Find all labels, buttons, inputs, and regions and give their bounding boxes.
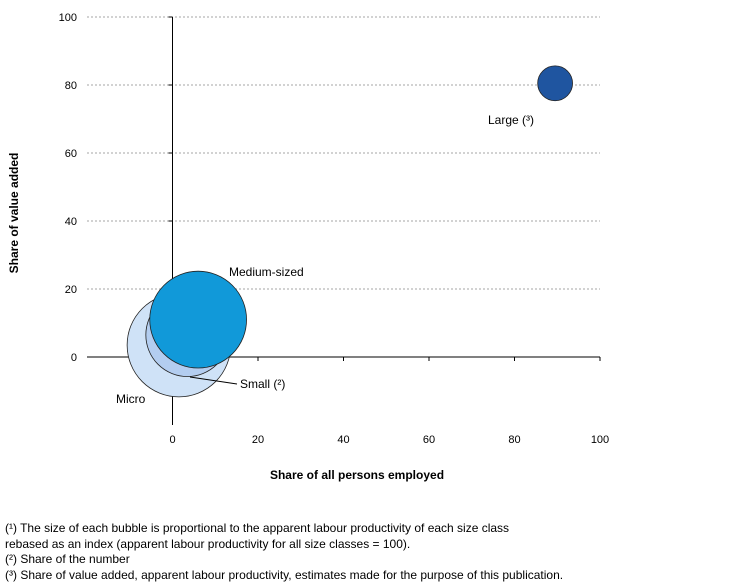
y-tick-label-100: 100	[59, 12, 77, 24]
label-medium-sized: Medium-sized	[229, 265, 304, 279]
gridlines	[87, 16, 600, 290]
x-tick-label-100: 100	[591, 434, 609, 446]
footnote-1a: (¹) The size of each bubble is proportio…	[5, 521, 510, 535]
x-tick-label-20: 20	[252, 434, 264, 446]
label-small: Small (²)	[240, 377, 285, 391]
x-axis-title: Share of all persons employed	[270, 468, 444, 482]
y-tick-label-20: 20	[65, 284, 77, 296]
label-micro: Micro	[116, 392, 146, 406]
bubbles	[126, 65, 573, 398]
footnote-1b: rebased as an index (apparent labour pro…	[5, 536, 411, 551]
y-tick-label-0: 0	[71, 352, 77, 364]
x-tick-label-0: 0	[169, 434, 175, 446]
bubble-medium-sized	[149, 270, 247, 369]
y-axis-title: Share of value added	[7, 153, 21, 274]
footnotes: (¹) The size of each bubble is proportio…	[5, 521, 740, 583]
footnote-2: (²) Share of the number	[5, 552, 130, 566]
bubble-large	[537, 65, 573, 102]
x-tick-label-80: 80	[508, 434, 520, 446]
y-tick-label-60: 60	[65, 148, 77, 160]
small-leader-line	[189, 376, 238, 385]
label-large: Large (³)	[488, 113, 534, 127]
y-tick-label-80: 80	[65, 80, 77, 92]
footnote-3: (³) Share of value added, apparent labou…	[5, 567, 564, 582]
x-tick-label-40: 40	[337, 434, 349, 446]
x-tick-label-60: 60	[423, 434, 435, 446]
y-tick-label-40: 40	[65, 216, 77, 228]
bubble-labels: Micro Small (²) Medium-sized Large (³)	[116, 113, 534, 406]
